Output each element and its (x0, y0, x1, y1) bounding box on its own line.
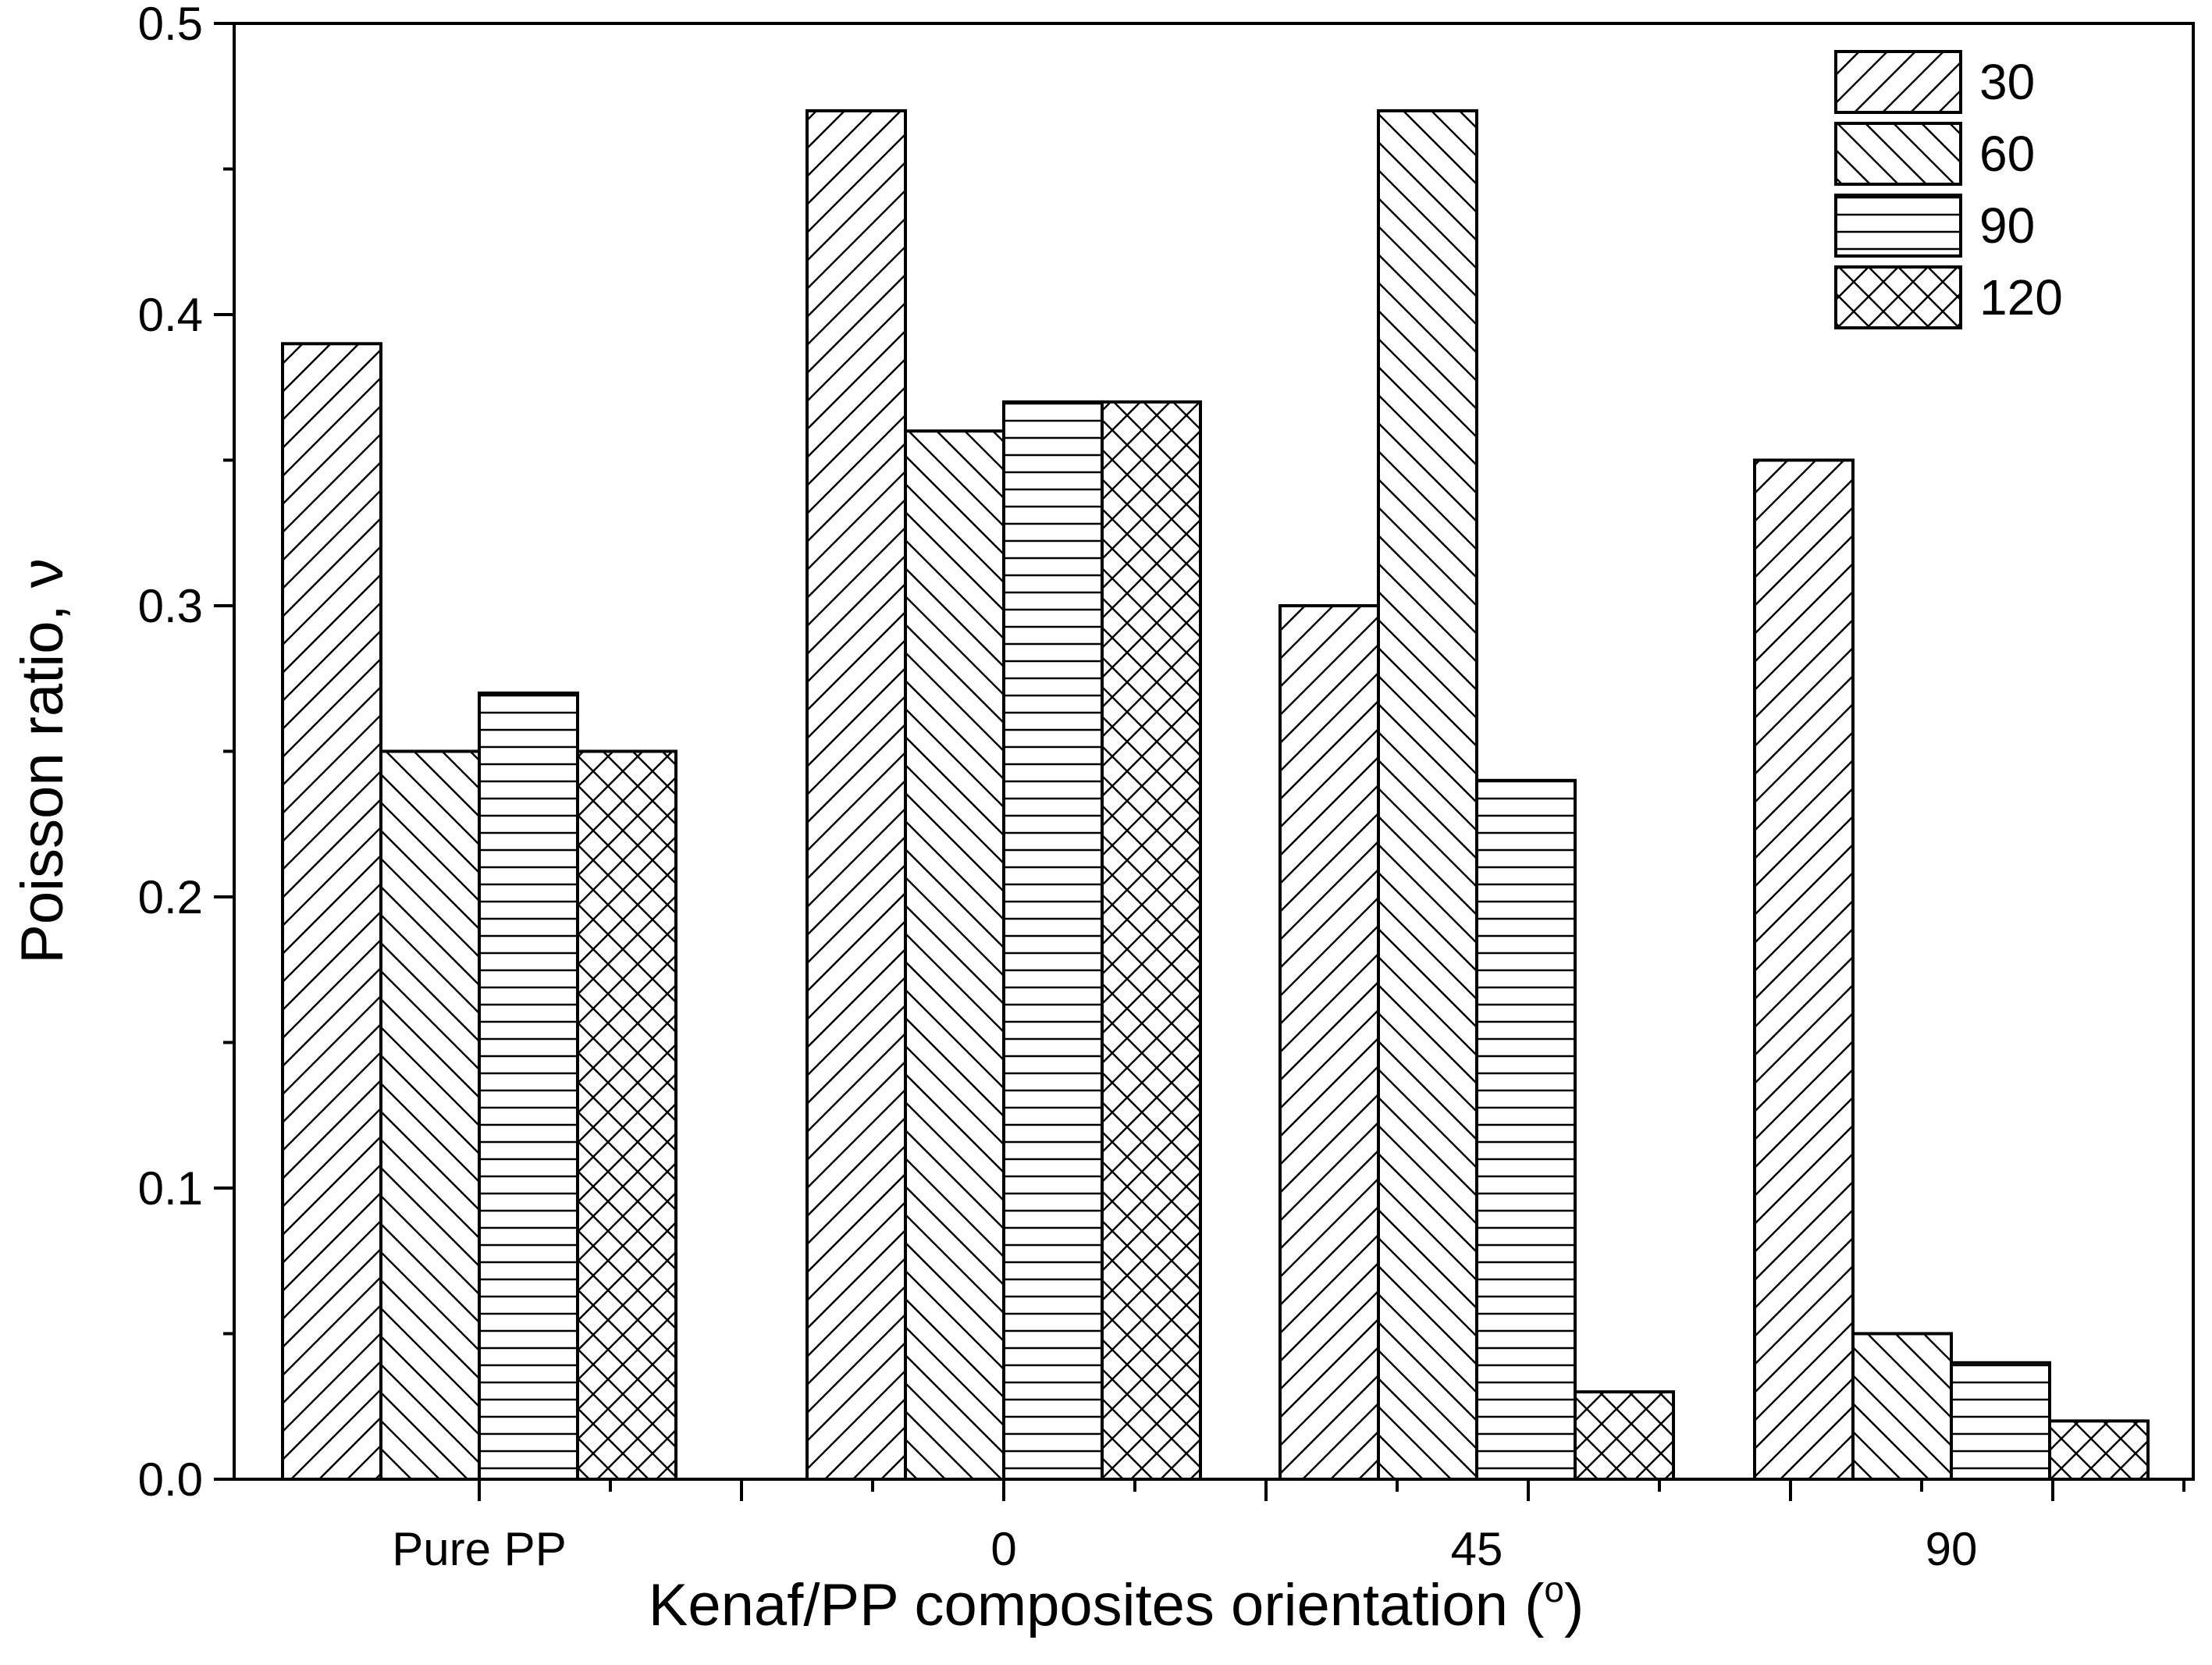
y-tick-label: 0.0 (138, 1453, 203, 1506)
x-tick-label: Pure PP (392, 1523, 566, 1575)
legend-label-120: 120 (1979, 269, 2063, 326)
bar-0-series-120 (1101, 400, 1202, 1481)
bar-90-series-60 (1851, 1332, 1953, 1481)
bars-layer (281, 109, 2150, 1482)
x-axis-title-end: ) (1564, 1572, 1584, 1638)
legend: 30 60 90 120 (1834, 50, 2063, 329)
x-tick-label: 90 (1926, 1523, 1978, 1575)
y-tick-label: 0.4 (138, 289, 203, 341)
legend-swatch-120 (1834, 265, 1962, 329)
bar-45-series-90 (1475, 778, 1577, 1481)
bar-45-series-60 (1377, 109, 1478, 1481)
legend-swatch-90 (1834, 194, 1962, 258)
bar-90-series-30 (1753, 458, 1855, 1481)
x-tick-label: 45 (1451, 1523, 1503, 1575)
y-tick-label: 0.1 (138, 1162, 203, 1215)
bar-0-series-90 (1002, 400, 1104, 1481)
y-axis-title: Poisson ratio, ν (9, 558, 76, 964)
bar-0-series-60 (904, 429, 1005, 1482)
legend-swatch-60 (1834, 122, 1962, 186)
bar-45-series-30 (1278, 604, 1380, 1481)
legend-label-90: 90 (1979, 197, 2035, 254)
bar-0-series-30 (805, 109, 907, 1481)
bar-45-series-120 (1574, 1390, 1675, 1481)
y-tick-label: 0.2 (138, 871, 203, 923)
bar-90-series-120 (2048, 1419, 2150, 1482)
axes-layer: 0.0 0.1 0.2 0.3 0.4 0.5 Pure PP 0 45 90 (138, 0, 2195, 1575)
y-tick-label: 0.3 (138, 580, 203, 632)
bar-90-series-90 (1950, 1361, 2051, 1482)
x-axis-title: Kenaf/PP composites orientation (o) (649, 1569, 1584, 1638)
x-axis-title-main: Kenaf/PP composites orientation ( (649, 1572, 1545, 1638)
legend-label-30: 30 (1979, 54, 2035, 110)
bar-pure-pp-series-60 (379, 749, 481, 1481)
bar-pure-pp-series-120 (576, 749, 677, 1481)
y-tick-label: 0.5 (138, 0, 203, 50)
x-tick-label: 0 (990, 1523, 1016, 1575)
legend-swatch-30 (1834, 50, 1962, 114)
x-axis-title-degree: o (1544, 1569, 1564, 1610)
legend-label-60: 60 (1979, 126, 2035, 182)
bar-pure-pp-series-90 (478, 691, 579, 1481)
bar-pure-pp-series-30 (281, 342, 382, 1481)
